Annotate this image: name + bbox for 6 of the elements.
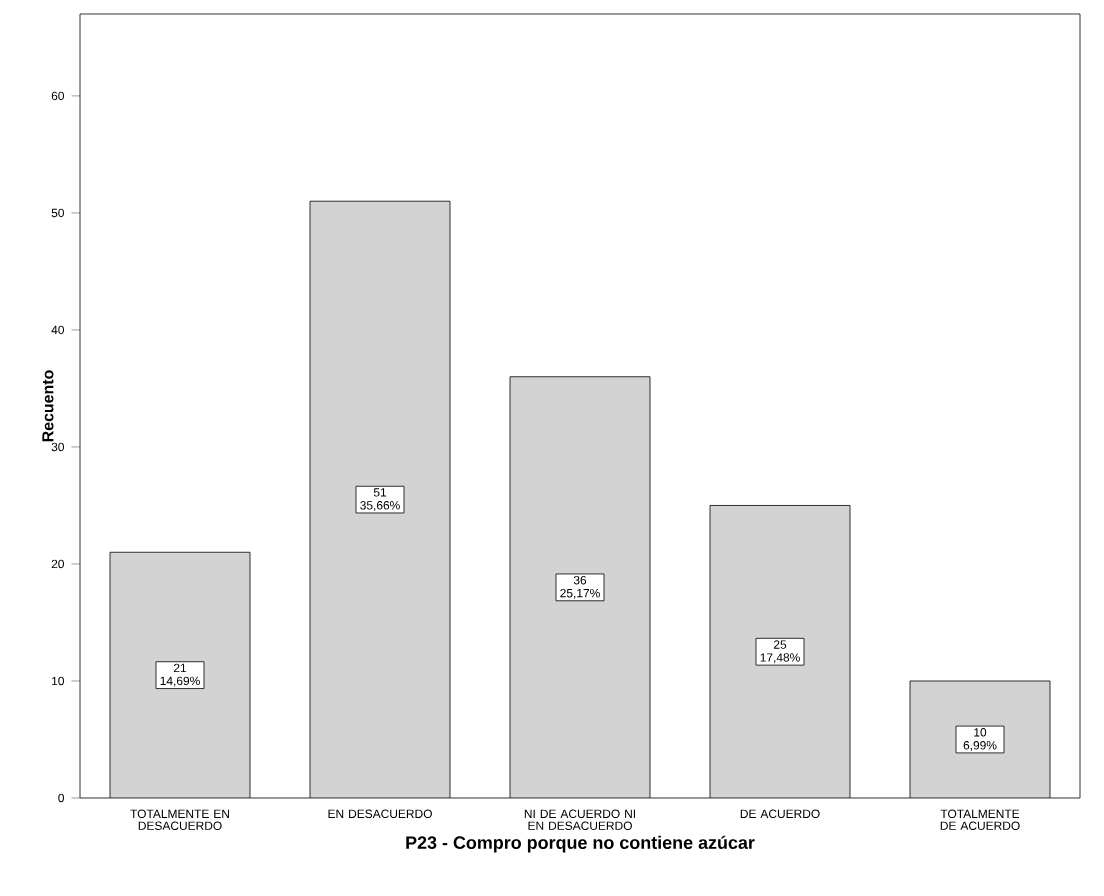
bar (509, 376, 651, 798)
bar (309, 200, 451, 798)
bar (909, 680, 1051, 798)
bar (110, 552, 250, 798)
x-axis-title: P23 - Compro porque no contiene azúcar (406, 835, 755, 853)
bar (709, 505, 851, 798)
